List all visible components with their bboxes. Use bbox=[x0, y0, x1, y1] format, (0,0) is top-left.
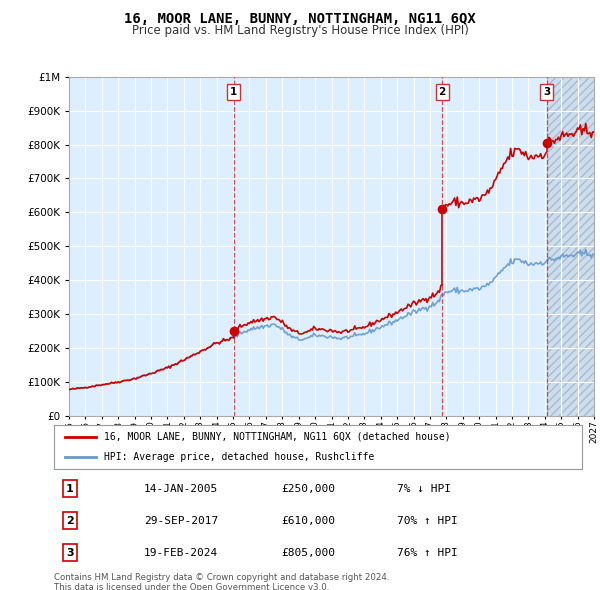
Text: 3: 3 bbox=[66, 548, 74, 558]
Text: This data is licensed under the Open Government Licence v3.0.: This data is licensed under the Open Gov… bbox=[54, 583, 329, 590]
Bar bbox=[547, 77, 594, 416]
Text: 2: 2 bbox=[439, 87, 446, 97]
Text: 2: 2 bbox=[66, 516, 74, 526]
Text: 14-JAN-2005: 14-JAN-2005 bbox=[144, 484, 218, 494]
Text: 1: 1 bbox=[230, 87, 238, 97]
Text: 7% ↓ HPI: 7% ↓ HPI bbox=[397, 484, 451, 494]
Text: 1: 1 bbox=[66, 484, 74, 494]
Text: 29-SEP-2017: 29-SEP-2017 bbox=[144, 516, 218, 526]
Text: 19-FEB-2024: 19-FEB-2024 bbox=[144, 548, 218, 558]
Text: 16, MOOR LANE, BUNNY, NOTTINGHAM, NG11 6QX (detached house): 16, MOOR LANE, BUNNY, NOTTINGHAM, NG11 6… bbox=[104, 432, 451, 442]
Text: HPI: Average price, detached house, Rushcliffe: HPI: Average price, detached house, Rush… bbox=[104, 452, 374, 462]
Text: £805,000: £805,000 bbox=[281, 548, 335, 558]
Text: 70% ↑ HPI: 70% ↑ HPI bbox=[397, 516, 458, 526]
Text: £250,000: £250,000 bbox=[281, 484, 335, 494]
Text: £610,000: £610,000 bbox=[281, 516, 335, 526]
Text: 76% ↑ HPI: 76% ↑ HPI bbox=[397, 548, 458, 558]
Bar bbox=[69, 77, 547, 416]
Text: 16, MOOR LANE, BUNNY, NOTTINGHAM, NG11 6QX: 16, MOOR LANE, BUNNY, NOTTINGHAM, NG11 6… bbox=[124, 12, 476, 26]
Text: Contains HM Land Registry data © Crown copyright and database right 2024.: Contains HM Land Registry data © Crown c… bbox=[54, 573, 389, 582]
Text: Price paid vs. HM Land Registry's House Price Index (HPI): Price paid vs. HM Land Registry's House … bbox=[131, 24, 469, 37]
Text: 3: 3 bbox=[543, 87, 551, 97]
